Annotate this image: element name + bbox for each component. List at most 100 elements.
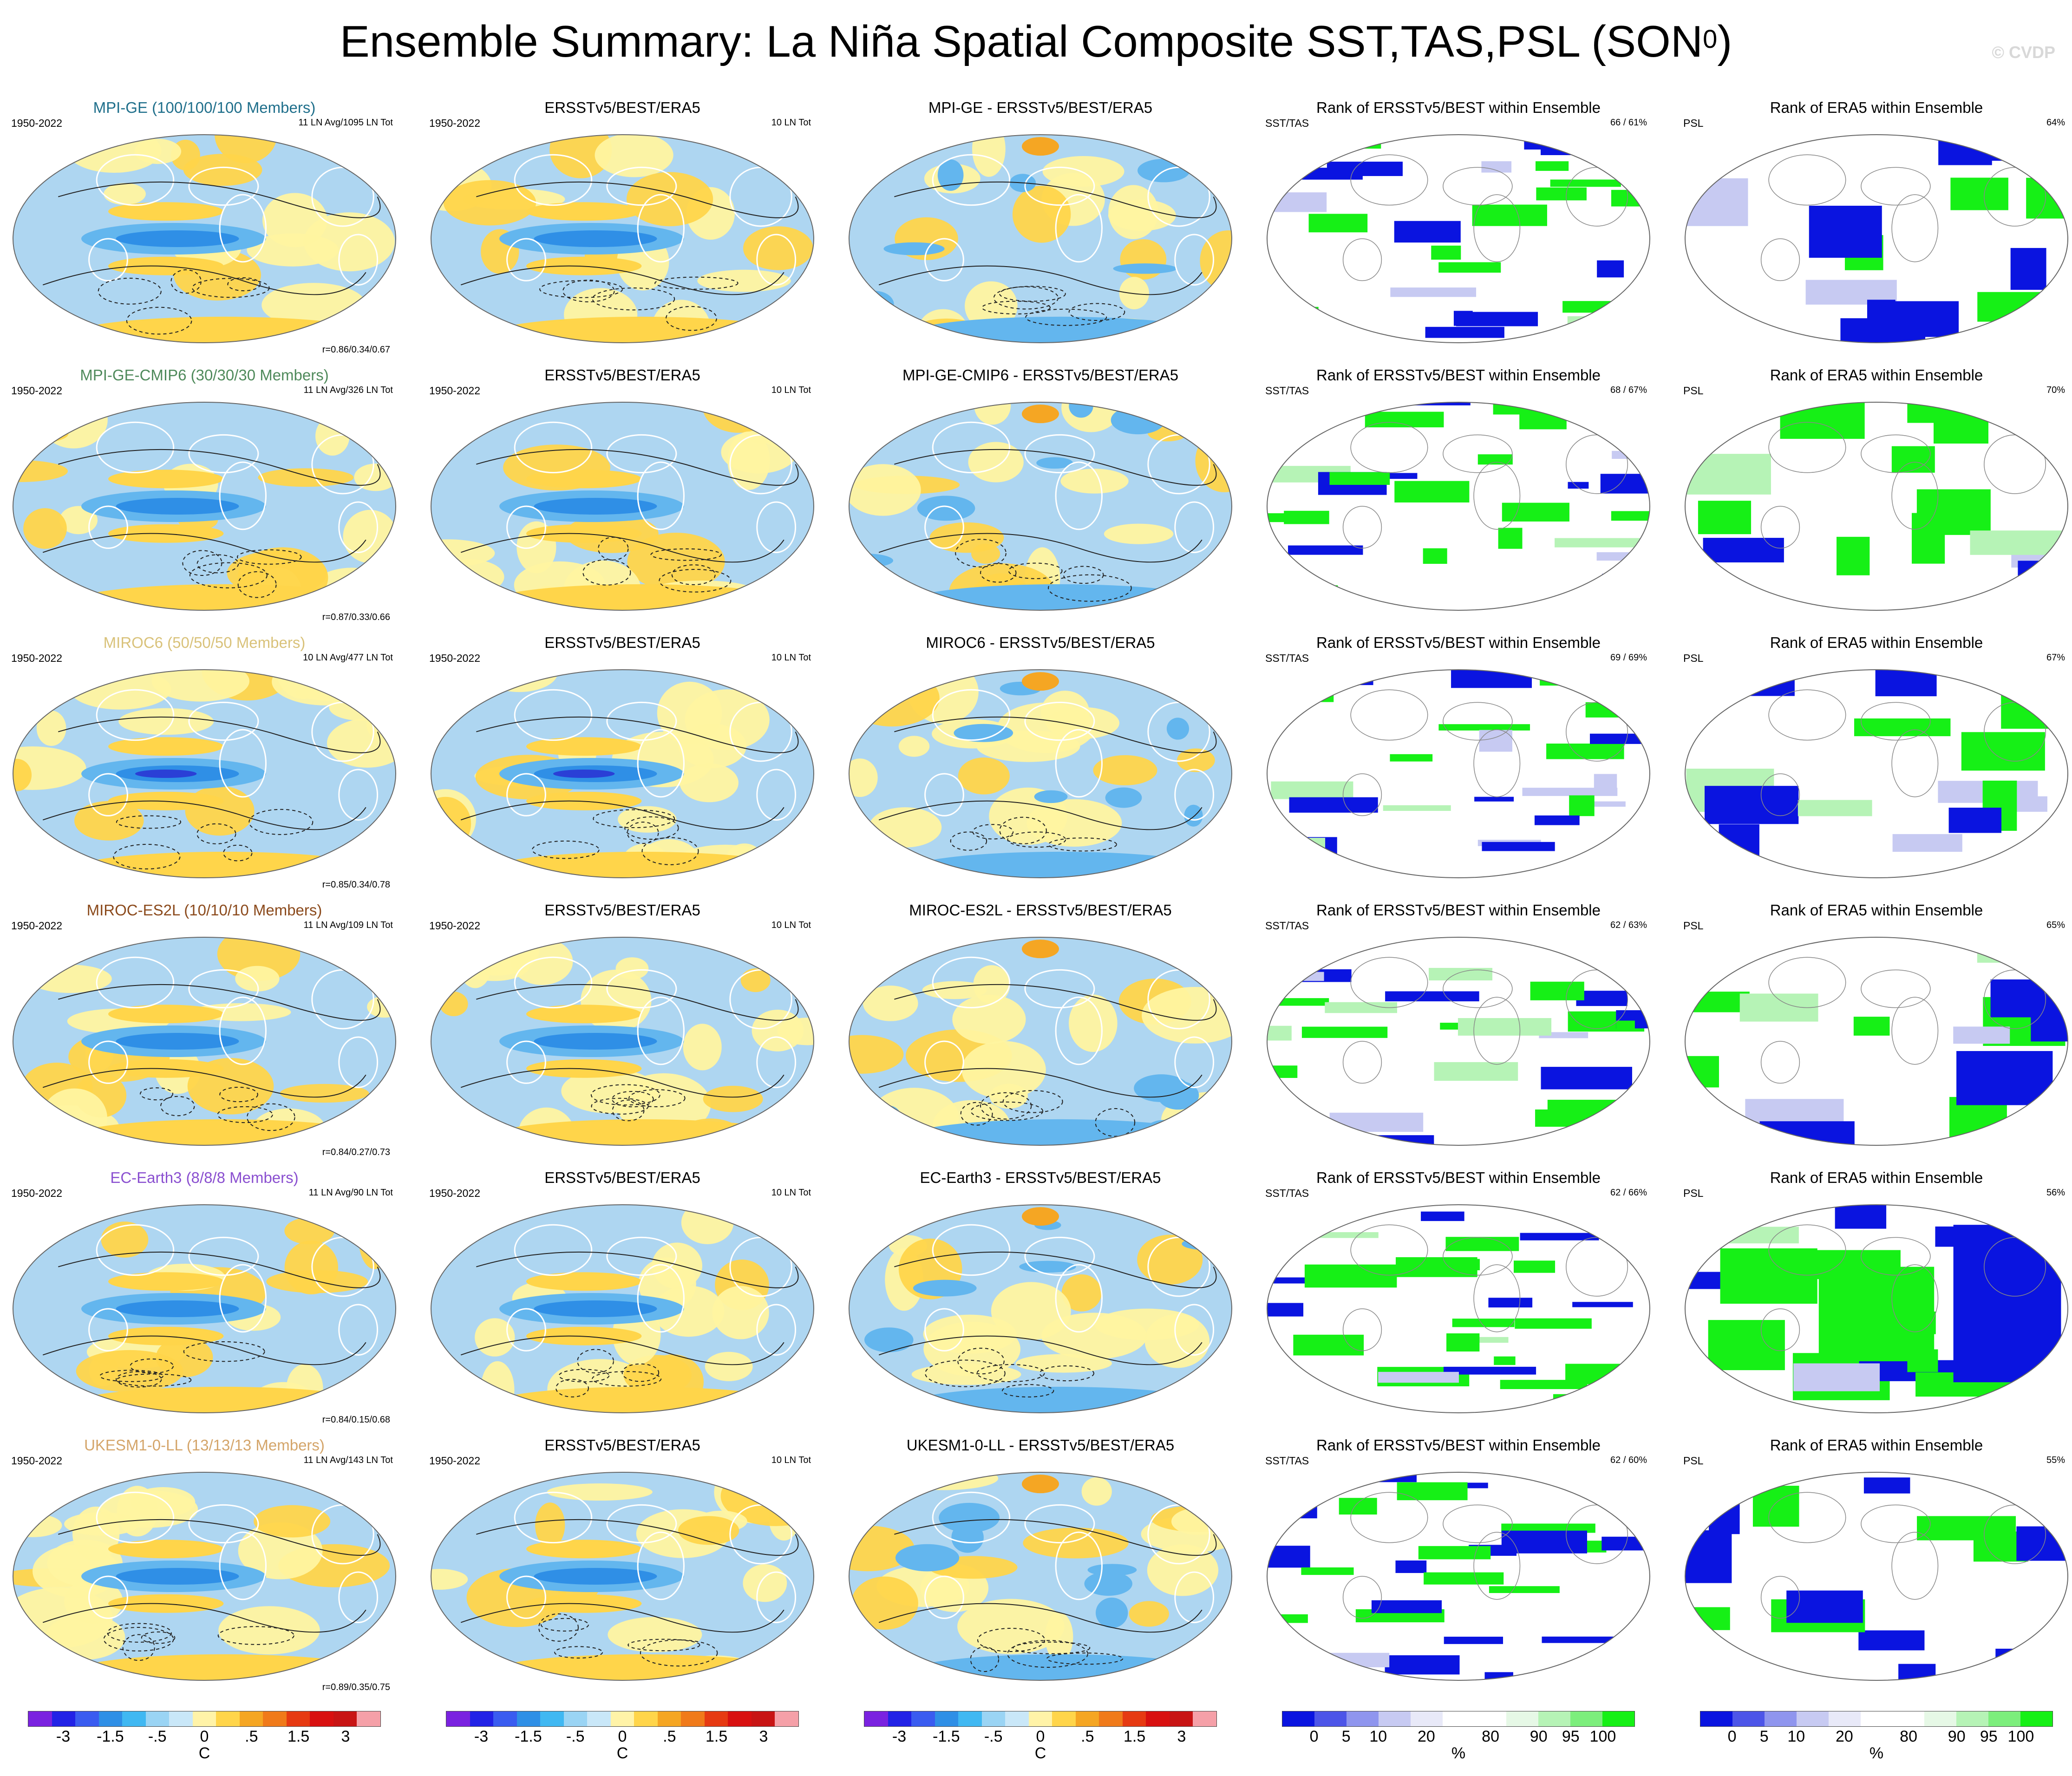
colorbar-tick-label: 1.5 xyxy=(706,1728,728,1745)
colorbar-swatch xyxy=(1122,1711,1146,1726)
colorbar-swatch xyxy=(1700,1711,1732,1726)
colorbar-tick-label: 1.5 xyxy=(1124,1728,1146,1745)
colorbar-tick-label: -1.5 xyxy=(933,1728,960,1745)
colorbar-swatch xyxy=(634,1711,658,1726)
colorbar: 0 5 10 20 80 90 95 100% xyxy=(1282,1711,1635,1767)
colorbar-tick-label: 20 xyxy=(1417,1728,1435,1745)
panel-title: Rank of ERSSTv5/BEST within Ensemble xyxy=(1316,901,1601,919)
panel-years-label: SST/TAS xyxy=(1265,920,1309,932)
colorbar-swatch xyxy=(239,1711,263,1726)
colorbar-swatch xyxy=(864,1711,888,1726)
colorbar-tick-label: 3 xyxy=(341,1728,350,1745)
colorbar-swatch xyxy=(1602,1711,1634,1726)
colorbar-tick-label: 20 xyxy=(1835,1728,1853,1745)
map-model xyxy=(13,1204,396,1413)
colorbar-tick-label: -3 xyxy=(474,1728,489,1745)
colorbar-tick-label: 80 xyxy=(1482,1728,1499,1745)
panel-stat-label: 10 LN Tot xyxy=(771,653,811,663)
map-sst xyxy=(1267,937,1650,1146)
panel-title: MIROC-ES2L - ERSSTv5/BEST/ERA5 xyxy=(909,901,1172,919)
colorbar-swatch xyxy=(540,1711,564,1726)
panel-psl: Rank of ERA5 within Ensemble PSL 55% xyxy=(1677,1435,2072,1700)
figure-title: Ensemble Summary: La Niña Spatial Compos… xyxy=(340,17,1732,66)
panel-title: ERSSTv5/BEST/ERA5 xyxy=(544,99,700,116)
colorbar-swatch xyxy=(587,1711,611,1726)
panel-stat-label: 10 LN Tot xyxy=(771,920,811,930)
panel-diff: EC-Earth3 - ERSSTv5/BEST/ERA5 xyxy=(841,1168,1240,1432)
colorbar: -3 -1.5 -.5 0 .5 1.5 3 C xyxy=(28,1711,381,1767)
map-model xyxy=(13,134,396,343)
panel-years-label: 1950-2022 xyxy=(11,385,62,397)
colorbar-tick-label: 100 xyxy=(1589,1728,1616,1745)
panel-diff: MPI-GE-CMIP6 - ERSSTv5/BEST/ERA5 xyxy=(841,365,1240,630)
colorbar-swatch xyxy=(169,1711,193,1726)
colorbar-unit: % xyxy=(1451,1744,1466,1762)
panel-years-label: 1950-2022 xyxy=(11,1455,62,1467)
panel-sst: Rank of ERSSTv5/BEST within Ensemble SST/… xyxy=(1259,633,1658,897)
colorbar-swatch xyxy=(728,1711,752,1726)
colorbar-swatches xyxy=(864,1711,1217,1727)
map-obs xyxy=(431,134,814,343)
panel-obs: ERSSTv5/BEST/ERA5 1950-2022 10 LN Tot xyxy=(423,900,822,1165)
panel-sst: Rank of ERSSTv5/BEST within Ensemble SST/… xyxy=(1259,900,1658,1165)
map-psl xyxy=(1685,669,2068,878)
colorbar-swatch xyxy=(958,1711,982,1726)
panel-stat-label: 11 LN Avg/90 LN Tot xyxy=(308,1188,393,1198)
colorbar-tick-label: 0 xyxy=(618,1728,627,1745)
map-model xyxy=(13,402,396,611)
panel-years-label: PSL xyxy=(1683,1455,1704,1467)
map-obs xyxy=(431,937,814,1146)
panel-years-label: SST/TAS xyxy=(1265,1187,1309,1199)
panel-diff: MIROC6 - ERSSTv5/BEST/ERA5 xyxy=(841,633,1240,897)
panel-years-label: PSL xyxy=(1683,920,1704,932)
colorbar-unit: % xyxy=(1869,1744,1884,1762)
panel-diff: MIROC-ES2L - ERSSTv5/BEST/ERA5 xyxy=(841,900,1240,1165)
panel-title: Rank of ERA5 within Ensemble xyxy=(1770,99,1983,116)
colorbar-tick-label: 3 xyxy=(1177,1728,1186,1745)
map-diff xyxy=(849,1472,1232,1681)
panel-title: MPI-GE-CMIP6 - ERSSTv5/BEST/ERA5 xyxy=(902,366,1179,384)
panel-years-label: SST/TAS xyxy=(1265,652,1309,664)
panel-title: MIROC6 (50/50/50 Members) xyxy=(103,634,306,651)
colorbar-swatch xyxy=(1346,1711,1379,1726)
panel-stat-label: 56% xyxy=(2046,1188,2065,1198)
panel-title: ERSSTv5/BEST/ERA5 xyxy=(544,1169,700,1186)
panel-obs: ERSSTv5/BEST/ERA5 1950-2022 10 LN Tot xyxy=(423,1168,822,1432)
colorbar-tick-label: 5 xyxy=(1341,1728,1351,1745)
map-psl xyxy=(1685,1204,2068,1413)
colorbar-tick-label: 90 xyxy=(1948,1728,1966,1745)
map-psl xyxy=(1685,1472,2068,1681)
panel-stat-label: 66 / 61% xyxy=(1610,118,1647,128)
colorbar-swatch xyxy=(681,1711,705,1726)
colorbar-swatch xyxy=(470,1711,494,1726)
colorbar-swatch xyxy=(935,1711,959,1726)
colorbar-swatch xyxy=(286,1711,310,1726)
colorbar-swatch xyxy=(263,1711,287,1726)
colorbar-swatch xyxy=(1860,1711,1893,1726)
colorbar-tick-label: 3 xyxy=(759,1728,768,1745)
panel-title: Rank of ERSSTv5/BEST within Ensemble xyxy=(1316,1436,1601,1454)
panel-stat-label: 62 / 66% xyxy=(1610,1188,1647,1198)
panel-title: MPI-GE - ERSSTv5/BEST/ERA5 xyxy=(928,99,1153,116)
panel-model: MPI-GE (100/100/100 Members) 1950-2022 11 … xyxy=(5,98,404,362)
panel-diff: UKESM1-0-LL - ERSSTv5/BEST/ERA5 xyxy=(841,1435,1240,1700)
colorbar-swatch xyxy=(516,1711,541,1726)
panel-title: ERSSTv5/BEST/ERA5 xyxy=(544,366,700,384)
map-psl xyxy=(1685,937,2068,1146)
colorbar-tick-label: 5 xyxy=(1759,1728,1769,1745)
colorbar-tick-label: 0 xyxy=(1036,1728,1045,1745)
panel-obs: ERSSTv5/BEST/ERA5 1950-2022 10 LN Tot xyxy=(423,365,822,630)
colorbar-tick-label: 1.5 xyxy=(288,1728,310,1745)
pattern-correlation: r=0.86/0.34/0.67 xyxy=(322,345,390,355)
panel-title: MPI-GE-CMIP6 (30/30/30 Members) xyxy=(80,366,329,384)
colorbar-swatch xyxy=(310,1711,333,1726)
panel-model: UKESM1-0-LL (13/13/13 Members) 1950-2022 1… xyxy=(5,1435,404,1700)
map-obs xyxy=(431,402,814,611)
colorbar-tick-label: 80 xyxy=(1900,1728,1917,1745)
colorbar-swatch xyxy=(122,1711,146,1726)
colorbar-swatch xyxy=(333,1711,357,1726)
panel-years-label: 1950-2022 xyxy=(11,117,62,129)
colorbar-tick-label: -.5 xyxy=(984,1728,1003,1745)
colorbar-swatch xyxy=(52,1711,76,1726)
panel-title: Rank of ERSSTv5/BEST within Ensemble xyxy=(1316,634,1601,651)
